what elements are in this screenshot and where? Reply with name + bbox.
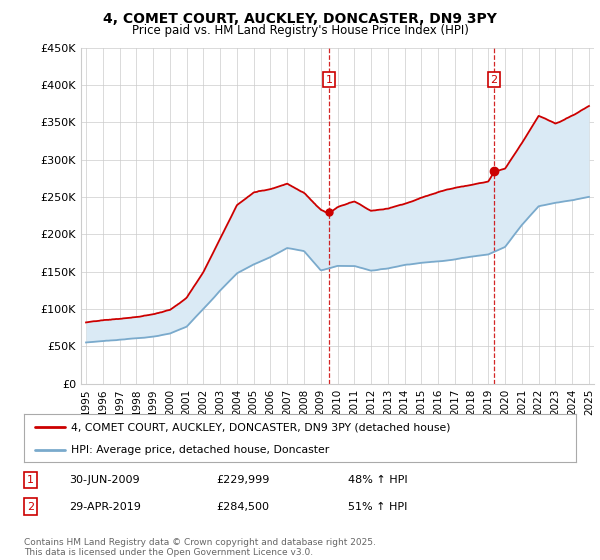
Text: 48% ↑ HPI: 48% ↑ HPI [348,475,407,485]
Text: 30-JUN-2009: 30-JUN-2009 [69,475,140,485]
Text: £229,999: £229,999 [216,475,269,485]
Text: 51% ↑ HPI: 51% ↑ HPI [348,502,407,512]
Text: £284,500: £284,500 [216,502,269,512]
Text: 2: 2 [27,502,34,512]
Text: 4, COMET COURT, AUCKLEY, DONCASTER, DN9 3PY: 4, COMET COURT, AUCKLEY, DONCASTER, DN9 … [103,12,497,26]
Text: Price paid vs. HM Land Registry's House Price Index (HPI): Price paid vs. HM Land Registry's House … [131,24,469,36]
Text: HPI: Average price, detached house, Doncaster: HPI: Average price, detached house, Donc… [71,445,329,455]
Text: 29-APR-2019: 29-APR-2019 [69,502,141,512]
Text: 2: 2 [490,74,497,85]
Text: 1: 1 [27,475,34,485]
Text: 4, COMET COURT, AUCKLEY, DONCASTER, DN9 3PY (detached house): 4, COMET COURT, AUCKLEY, DONCASTER, DN9 … [71,422,451,432]
Text: Contains HM Land Registry data © Crown copyright and database right 2025.
This d: Contains HM Land Registry data © Crown c… [24,538,376,557]
Text: 1: 1 [326,74,332,85]
